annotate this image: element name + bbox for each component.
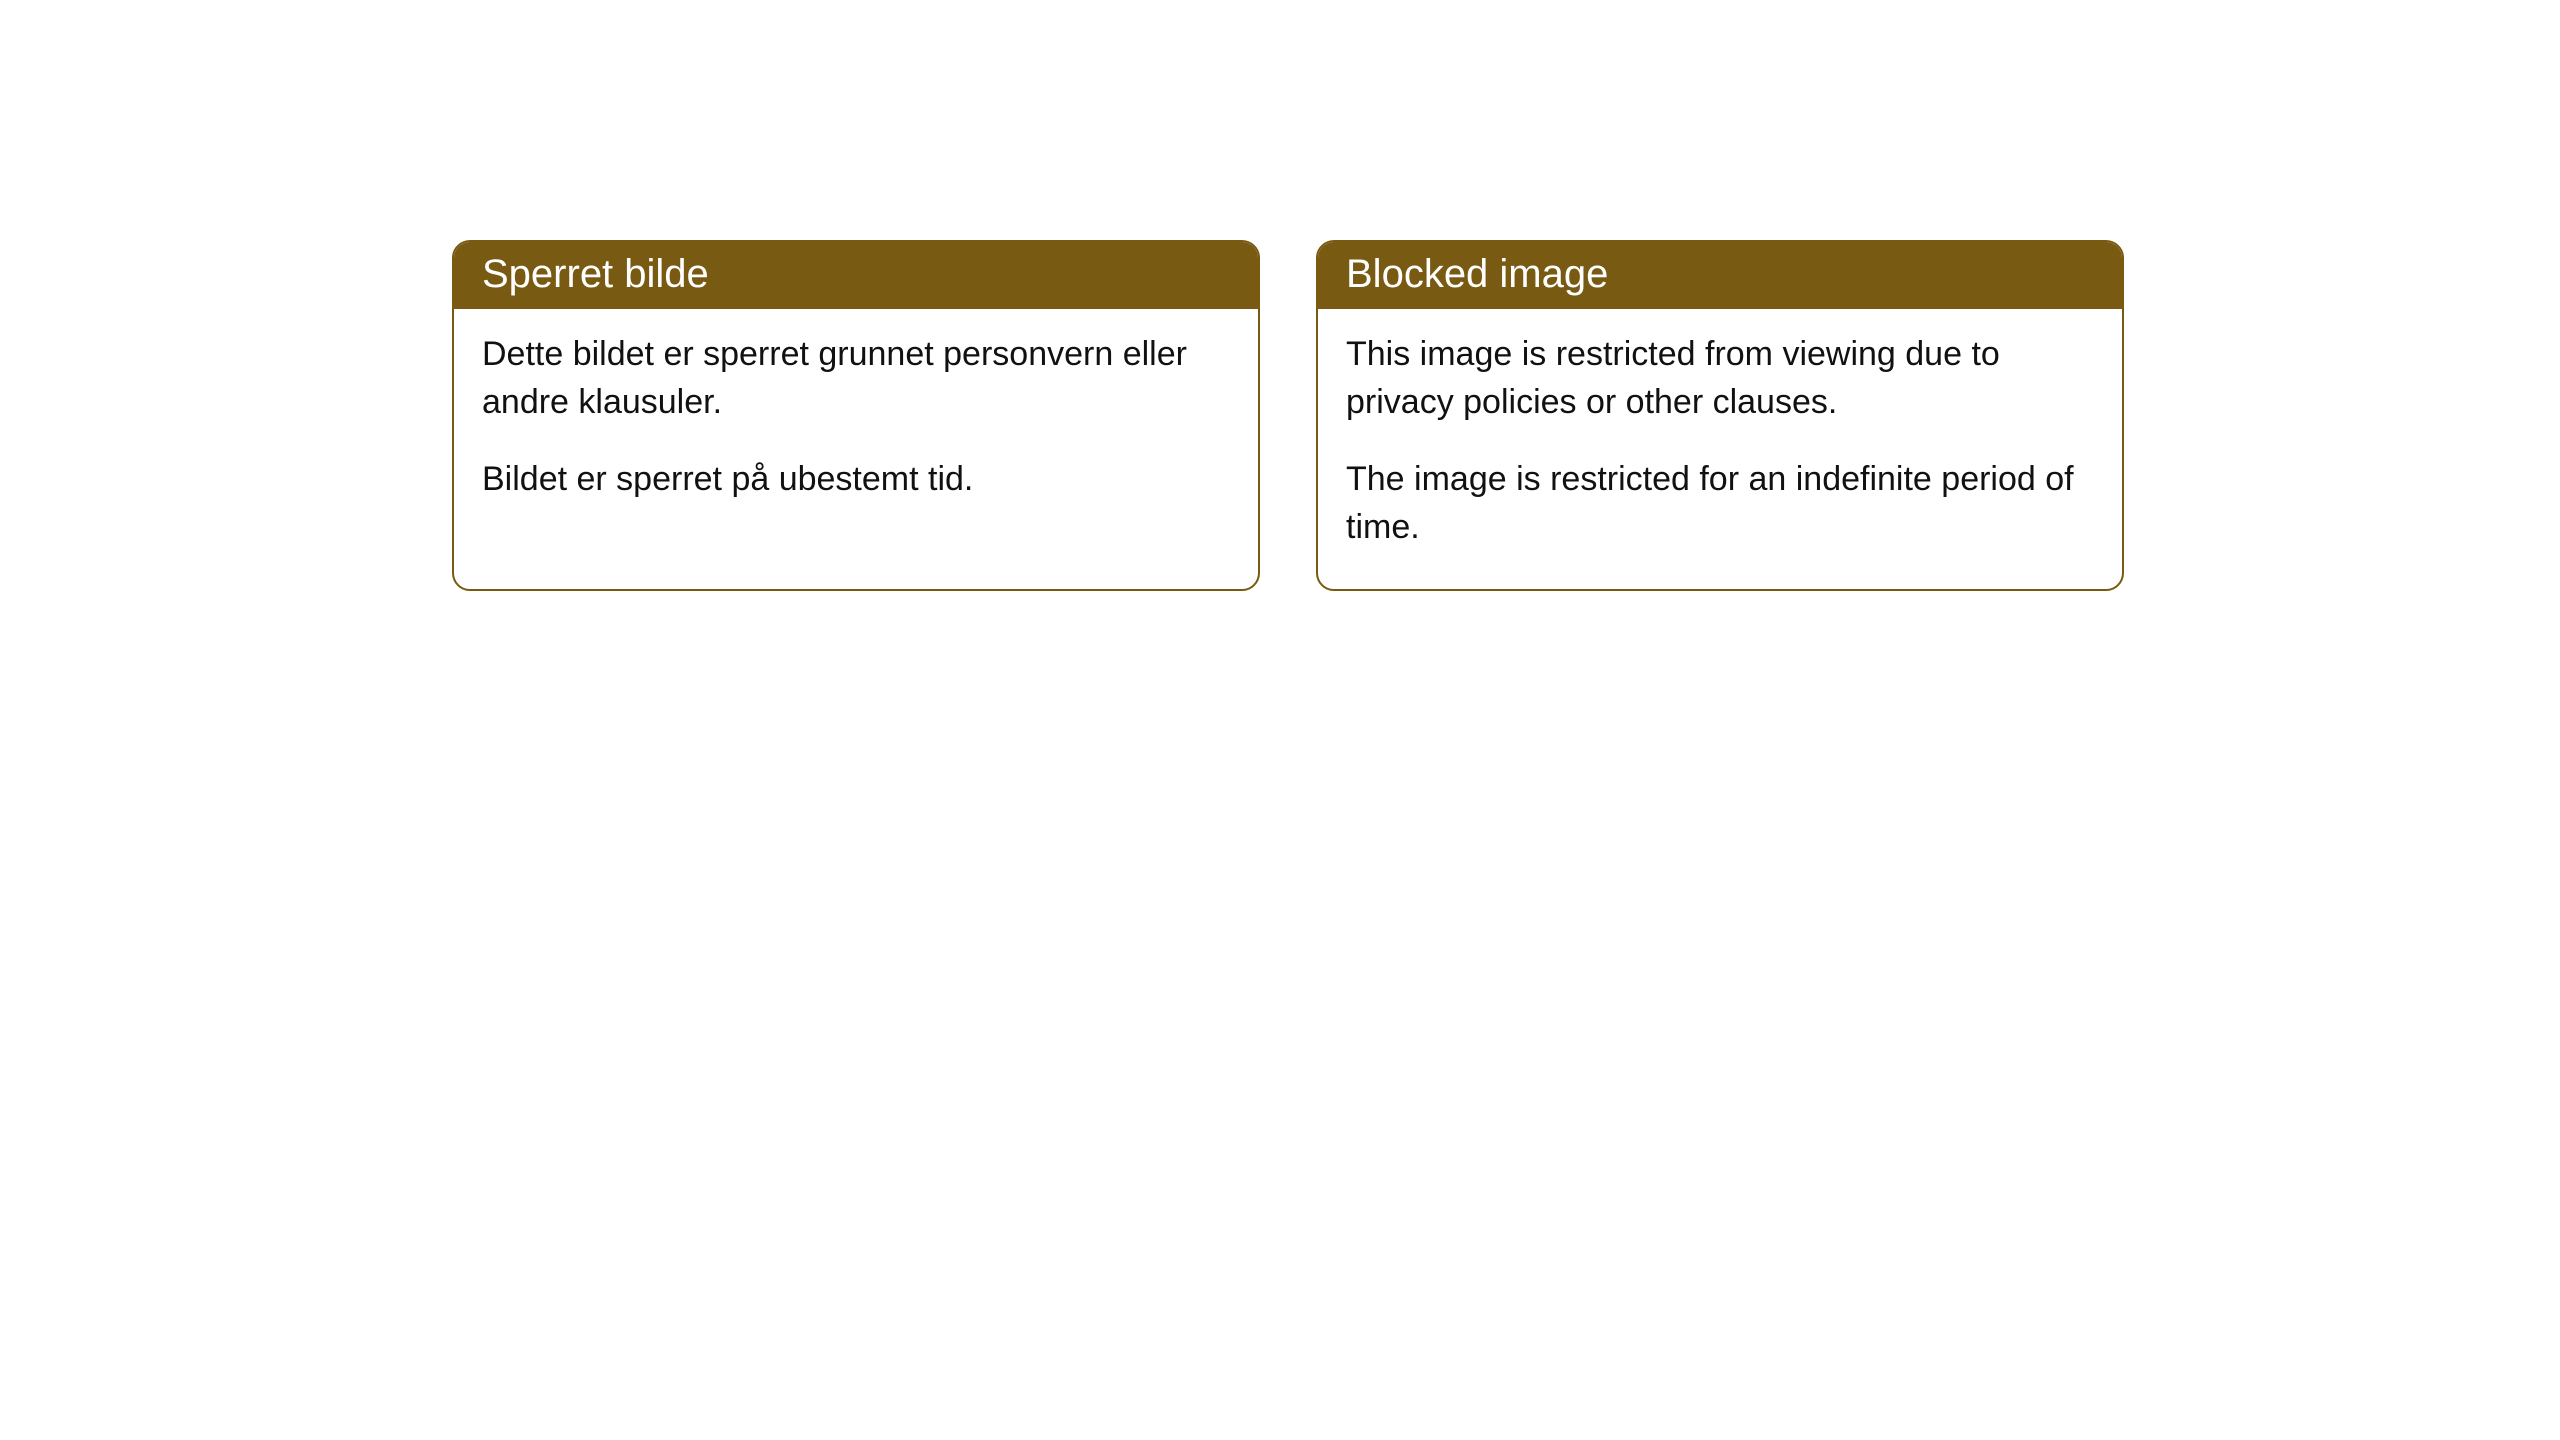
blocked-image-card-english: Blocked image This image is restricted f… <box>1316 240 2124 591</box>
card-paragraph-2: Bildet er sperret på ubestemt tid. <box>482 456 1230 504</box>
cards-container: Sperret bilde Dette bildet er sperret gr… <box>0 0 2560 591</box>
card-paragraph-2: The image is restricted for an indefinit… <box>1346 456 2094 551</box>
card-body: This image is restricted from viewing du… <box>1318 309 2122 589</box>
card-paragraph-1: Dette bildet er sperret grunnet personve… <box>482 331 1230 426</box>
blocked-image-card-norwegian: Sperret bilde Dette bildet er sperret gr… <box>452 240 1260 591</box>
card-title: Sperret bilde <box>454 242 1258 309</box>
card-body: Dette bildet er sperret grunnet personve… <box>454 309 1258 542</box>
card-paragraph-1: This image is restricted from viewing du… <box>1346 331 2094 426</box>
card-title: Blocked image <box>1318 242 2122 309</box>
